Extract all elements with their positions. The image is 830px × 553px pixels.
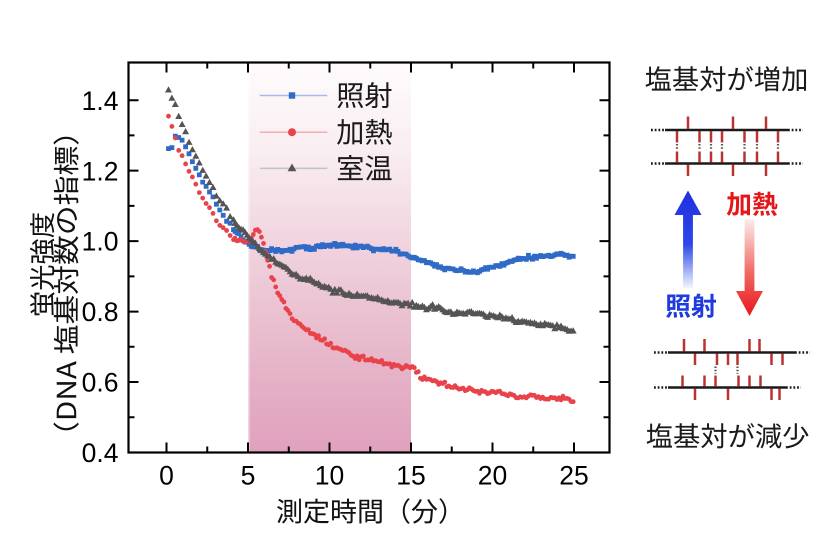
svg-text:0: 0 [159,461,174,491]
svg-text:0.4: 0.4 [82,438,119,468]
svg-text:0.6: 0.6 [82,368,119,398]
svg-text:0.8: 0.8 [82,297,119,327]
svg-text:5: 5 [241,461,256,491]
svg-text:1.4: 1.4 [82,86,119,116]
svg-text:20: 20 [478,461,507,491]
svg-text:1.0: 1.0 [82,227,119,257]
svg-text:1.2: 1.2 [82,156,119,186]
svg-text:10: 10 [315,461,344,491]
svg-text:15: 15 [396,461,425,491]
svg-text:25: 25 [559,461,588,491]
